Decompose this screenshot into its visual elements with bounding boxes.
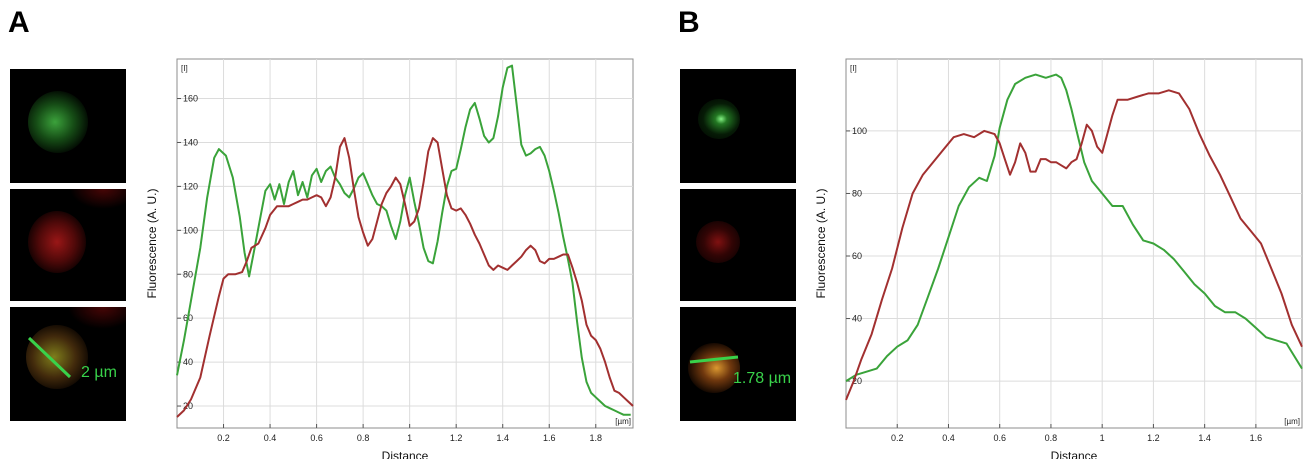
y-tick-label-a: 40 <box>183 357 193 367</box>
x-unit-label-b: [µm] <box>1284 417 1300 426</box>
red-channel-image-a <box>10 189 126 301</box>
x-tick-label-b: 0.2 <box>891 433 904 443</box>
y-tick-label-b: 40 <box>852 314 862 324</box>
line-profile-marker-b <box>689 355 739 364</box>
x-tick-label-a: 0.4 <box>264 433 277 443</box>
panel-label-b: B <box>678 6 700 39</box>
merged-image-b <box>680 307 796 421</box>
x-tick-label-b: 0.4 <box>942 433 955 443</box>
scale-label-b: 1.78 µm <box>733 370 792 387</box>
series-line-a-1 <box>176 64 631 416</box>
y-tick-label-a: 160 <box>183 94 198 104</box>
x-tick-label-b: 1.6 <box>1250 433 1263 443</box>
y-axis-label-a: Fluorescence (A. U.) <box>145 188 159 298</box>
series-line-a-2 <box>176 137 634 418</box>
red-channel-image-b <box>680 189 796 301</box>
y-tick-label-b: 60 <box>852 251 862 261</box>
x-axis-label-b: Distance <box>1051 449 1098 459</box>
x-unit-label-a: [µm] <box>615 417 631 426</box>
x-tick-label-b: 1 <box>1100 433 1105 443</box>
line-chart-a: 0.2 0.4 0.6 0.8 1 1.2 1.4 1.6 1.8204060801001201… <box>145 58 634 459</box>
series-line-b-2 <box>845 89 1303 401</box>
x-tick-label-a: 0.2 <box>217 433 230 443</box>
line-profile-marker-a <box>27 336 72 379</box>
x-tick-label-a: 1.2 <box>450 433 463 443</box>
y-tick-label-a: 140 <box>183 137 198 147</box>
panel-label-a: A <box>8 6 30 39</box>
line-chart-b: 0.2 0.4 0.6 0.8 1 1.2 1.4 1.6 20 40 60 80 100 [I] [µm]… <box>814 58 1303 459</box>
y-unit-label-b: [I] <box>850 64 857 73</box>
x-tick-label-b: 1.2 <box>1147 433 1160 443</box>
y-tick-label-b: 20 <box>852 376 862 386</box>
x-tick-label-a: 0.6 <box>310 433 323 443</box>
x-tick-label-b: 0.6 <box>993 433 1006 443</box>
green-channel-image-a <box>10 69 126 183</box>
plot-area-b <box>845 58 1303 429</box>
plot-area-a <box>176 58 634 429</box>
x-tick-label-a: 0.8 <box>357 433 370 443</box>
y-tick-label-b: 100 <box>852 126 867 136</box>
x-tick-label-a: 1.8 <box>590 433 603 443</box>
x-tick-label-a: 1.6 <box>543 433 556 443</box>
y-tick-label-b: 80 <box>852 188 862 198</box>
y-axis-label-b: Fluorescence (A. U.) <box>814 188 828 298</box>
x-tick-label-b: 1.4 <box>1198 433 1211 443</box>
y-unit-label-a: [I] <box>181 64 188 73</box>
green-channel-image-b <box>680 69 796 183</box>
merged-image-a <box>10 307 126 421</box>
series-line-b-1 <box>845 73 1303 382</box>
x-tick-label-a: 1.4 <box>496 433 509 443</box>
y-tick-label-a: 80 <box>183 269 193 279</box>
y-tick-label-a: 120 <box>183 181 198 191</box>
y-tick-label-a: 20 <box>183 401 193 411</box>
x-tick-label-b: 0.8 <box>1045 433 1058 443</box>
scale-label-a: 2 µm <box>81 364 117 381</box>
y-tick-label-a: 100 <box>183 225 198 235</box>
x-axis-label-a: Distance <box>382 449 429 459</box>
x-tick-label-a: 1 <box>407 433 412 443</box>
